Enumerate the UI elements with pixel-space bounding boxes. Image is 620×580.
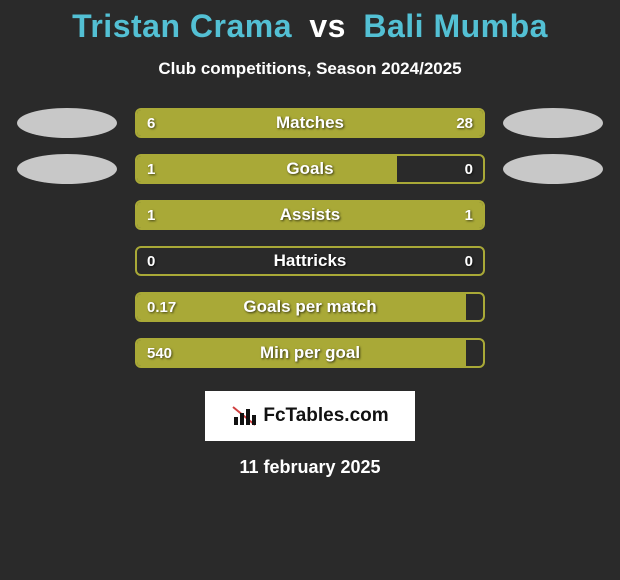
player2-badge [503, 154, 603, 184]
stat-fill-left [137, 156, 397, 182]
stat-row: 628Matches [0, 107, 620, 139]
stat-value-right: 0 [455, 156, 483, 182]
title-vs: vs [309, 8, 346, 44]
player1-badge [17, 154, 117, 184]
stat-bar: 10Goals [135, 154, 485, 184]
stat-value-right [463, 340, 483, 366]
stat-value-left: 0 [137, 248, 165, 274]
title-player1: Tristan Crama [72, 8, 292, 44]
player1-badge [17, 108, 117, 138]
stat-rows: 628Matches10Goals11Assists00Hattricks0.1… [0, 107, 620, 369]
stat-bar: 540Min per goal [135, 338, 485, 368]
date-line: 11 february 2025 [0, 457, 620, 478]
stat-label: Hattricks [137, 248, 483, 274]
comparison-infographic: Tristan Crama vs Bali Mumba Club competi… [0, 0, 620, 478]
stat-value-left: 6 [137, 110, 165, 136]
stat-value-right: 28 [446, 110, 483, 136]
stat-row: 10Goals [0, 153, 620, 185]
logo-text: FcTables.com [263, 405, 388, 427]
stat-row: 540Min per goal [0, 337, 620, 369]
title-player2: Bali Mumba [363, 8, 548, 44]
stat-row: 0 0Hattricks [0, 245, 620, 277]
stat-fill-right [198, 110, 483, 136]
stat-bar: 628Matches [135, 108, 485, 138]
stat-value-right: 0 [455, 248, 483, 274]
stat-value-left: 0.17 [137, 294, 186, 320]
chart-bars-icon [231, 405, 257, 427]
stat-value-left: 1 [137, 156, 165, 182]
stat-fill-left [137, 294, 466, 320]
stat-bar: 11Assists [135, 200, 485, 230]
subtitle: Club competitions, Season 2024/2025 [0, 59, 620, 79]
stat-value-left: 540 [137, 340, 182, 366]
stat-value-right [463, 294, 483, 320]
stat-value-left: 1 [137, 202, 165, 228]
stat-bar: 0 0Hattricks [135, 246, 485, 276]
source-logo: FcTables.com [205, 391, 415, 441]
stat-row: 0.17Goals per match [0, 291, 620, 323]
stat-value-right: 1 [455, 202, 483, 228]
stat-bar: 0.17Goals per match [135, 292, 485, 322]
page-title: Tristan Crama vs Bali Mumba [0, 8, 620, 45]
stat-fill-left [137, 340, 466, 366]
stat-row: 11Assists [0, 199, 620, 231]
player2-badge [503, 108, 603, 138]
